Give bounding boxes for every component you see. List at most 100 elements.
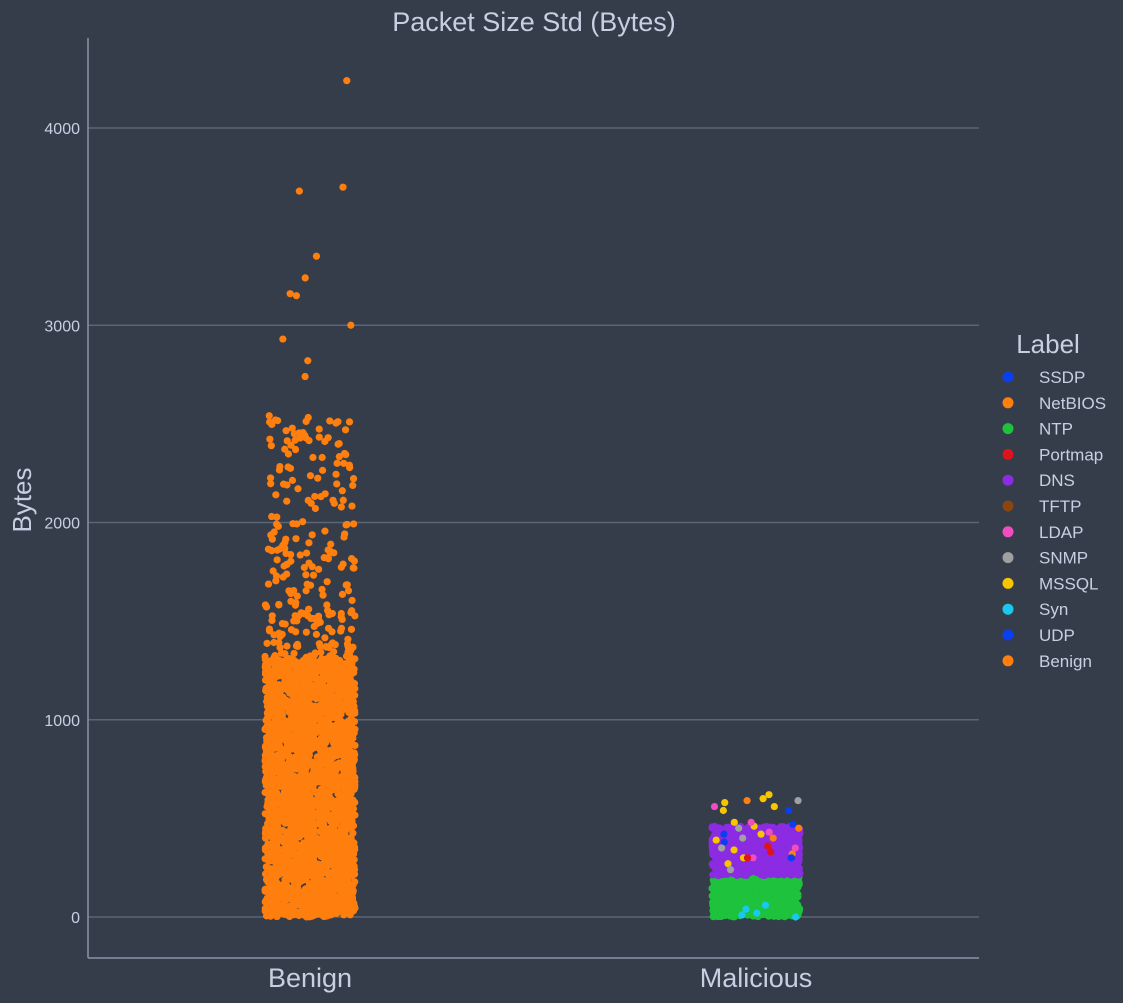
data-point (339, 183, 347, 191)
data-point (266, 474, 275, 482)
data-point (304, 413, 312, 422)
data-point (322, 749, 330, 757)
data-point (729, 881, 738, 889)
data-point (292, 535, 300, 543)
data-point (337, 710, 345, 719)
data-point (304, 612, 312, 620)
data-point (290, 816, 298, 824)
data-point (314, 910, 323, 918)
data-point (288, 424, 296, 432)
y-axis-label: Bytes (7, 467, 37, 532)
data-point (314, 754, 322, 763)
data-point (339, 560, 347, 568)
data-point (754, 881, 762, 889)
data-point (283, 481, 291, 489)
data-point (303, 580, 311, 588)
data-point (788, 904, 796, 912)
data-point (261, 846, 270, 854)
data-point (323, 775, 331, 783)
data-point (264, 545, 273, 553)
data-point (319, 591, 327, 599)
data-point (311, 492, 319, 501)
data-point (795, 824, 803, 832)
data-point (730, 846, 738, 854)
data-point (743, 870, 751, 878)
data-point (751, 899, 759, 908)
data-point (772, 895, 780, 903)
data-point (322, 655, 331, 663)
data-point (283, 734, 292, 742)
data-point (278, 712, 286, 720)
data-point (335, 861, 343, 870)
data-point (325, 682, 333, 691)
data-point (305, 904, 314, 912)
data-point (290, 430, 298, 438)
data-point (305, 539, 313, 547)
data-point (782, 892, 790, 900)
data-point (291, 734, 299, 743)
data-point (765, 791, 773, 799)
data-point (730, 818, 738, 826)
data-point (337, 882, 345, 890)
data-point (302, 891, 310, 899)
legend-marker (1002, 629, 1014, 641)
data-point (294, 612, 302, 620)
data-point (268, 512, 276, 521)
legend-marker (1002, 500, 1014, 512)
data-point (749, 854, 757, 862)
data-point (283, 560, 291, 569)
data-point (321, 527, 329, 535)
data-point (300, 656, 309, 665)
legend-label: SNMP (1039, 549, 1088, 568)
data-point (306, 684, 314, 692)
data-point (292, 897, 301, 905)
data-point (326, 417, 334, 425)
data-point (756, 847, 764, 855)
data-point (307, 862, 315, 870)
data-point (324, 756, 333, 764)
data-point (279, 335, 287, 343)
data-point (341, 847, 349, 855)
data-point (309, 453, 317, 462)
data-point (301, 431, 309, 439)
data-point (286, 903, 295, 911)
data-point (747, 863, 755, 871)
data-point (272, 775, 280, 784)
data-point (307, 758, 316, 766)
data-point (340, 459, 348, 467)
data-point (282, 874, 290, 883)
data-point (321, 826, 329, 834)
data-point (331, 876, 339, 885)
data-point (289, 520, 297, 528)
data-point (299, 756, 308, 764)
data-point (327, 540, 335, 548)
data-point (323, 601, 331, 609)
data-point (350, 557, 359, 565)
legend-item: Benign (1002, 652, 1092, 671)
data-point (282, 427, 290, 435)
data-point (341, 777, 349, 785)
data-point (284, 842, 292, 850)
data-point (308, 890, 316, 898)
data-point (274, 417, 282, 425)
data-point (767, 848, 775, 856)
legend-label: TFTP (1039, 497, 1082, 516)
legend-item: NTP (1002, 420, 1073, 439)
data-point (289, 883, 297, 891)
data-point (341, 838, 349, 846)
data-point (322, 643, 330, 651)
data-point (349, 840, 357, 849)
data-point (288, 809, 296, 817)
data-point (721, 884, 729, 892)
data-point (709, 902, 718, 911)
legend-marker (1002, 397, 1014, 409)
data-point (267, 891, 275, 899)
data-point (348, 784, 356, 792)
data-point (334, 868, 342, 877)
data-point (288, 476, 297, 484)
data-point (304, 790, 312, 798)
data-point (757, 894, 765, 902)
data-point (349, 481, 357, 490)
data-point (349, 643, 357, 651)
data-point (283, 570, 291, 578)
